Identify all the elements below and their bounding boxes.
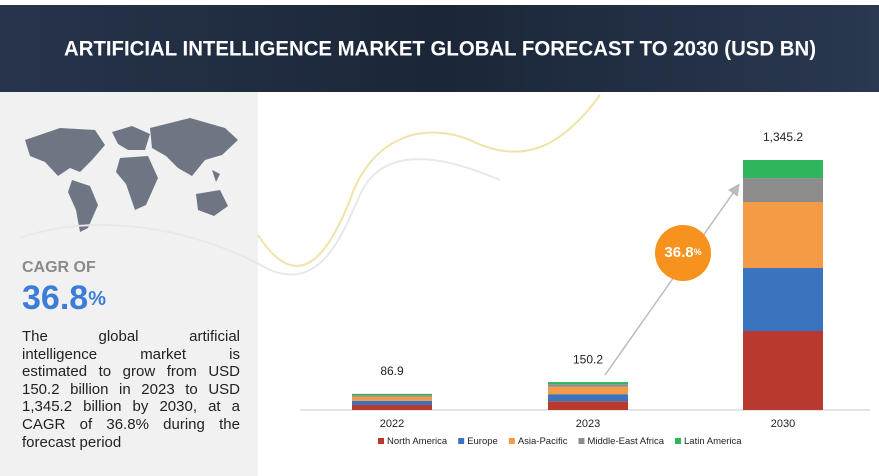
bar-segment <box>352 396 432 401</box>
bar-segment <box>548 401 628 410</box>
decor-curve <box>19 158 501 276</box>
x-tick-label: 2023 <box>576 418 600 430</box>
cagr-label: CAGR OF <box>22 259 96 276</box>
bar-segment <box>548 382 628 385</box>
description-line: 1,345.2 billion by 2030, at a <box>22 398 240 416</box>
cagr-value: 36.8% <box>22 279 106 317</box>
growth-arrow <box>604 183 740 376</box>
bar-segment <box>352 404 432 410</box>
description: The global artificial intelligence market… <box>22 328 240 451</box>
legend-label: North America <box>387 436 448 447</box>
total-label: 1,345.2 <box>763 130 803 144</box>
bar-segment <box>352 400 432 405</box>
bar-segment <box>743 178 823 203</box>
legend-swatch <box>378 438 384 444</box>
cagr-badge <box>655 225 711 281</box>
total-label: 86.9 <box>380 364 404 378</box>
bar-segment <box>743 202 823 269</box>
cagr-number: 36.8 <box>22 279 88 317</box>
description-line: forecast period <box>22 433 122 451</box>
bar-segment <box>352 395 432 397</box>
legend-label: Europe <box>467 436 498 447</box>
badge-number: 36.8 <box>664 244 693 261</box>
legend-swatch <box>508 438 515 444</box>
bar-segment <box>743 331 823 410</box>
bar-segment <box>352 393 432 396</box>
cagr-unit: % <box>88 288 106 310</box>
legend-label: Middle-East Africa <box>587 436 664 447</box>
legend-swatch <box>578 438 585 444</box>
description-line: intelligence market is <box>22 345 240 363</box>
badge-unit: % <box>694 247 702 257</box>
x-tick-label: 2022 <box>380 418 404 430</box>
bar-segment <box>548 386 628 395</box>
x-tick-label: 2030 <box>771 418 795 430</box>
description-line: 150.2 billion in 2023 to USD <box>22 380 240 398</box>
world-map <box>25 118 238 232</box>
header-band <box>0 5 879 92</box>
legend-swatch <box>458 438 465 444</box>
bar-segment <box>743 160 823 179</box>
bar-segment <box>548 394 628 402</box>
description-line: estimated to grow from USD <box>22 363 240 381</box>
bar-segment <box>743 268 823 332</box>
description-line: The global artificial <box>22 328 240 345</box>
decor-curve <box>257 94 601 267</box>
total-label: 150.2 <box>573 352 603 366</box>
legend-label: Latin America <box>684 436 742 447</box>
bar-segment <box>548 384 628 387</box>
legend-swatch <box>675 438 682 444</box>
badge-text: 36.8% <box>664 244 701 261</box>
legend-label: Asia-Pacific <box>518 436 568 447</box>
header-title: ARTIFICIAL INTELLIGENCE MARKET GLOBAL FO… <box>64 38 816 61</box>
description-line: CAGR of 36.8% during the <box>22 415 240 433</box>
